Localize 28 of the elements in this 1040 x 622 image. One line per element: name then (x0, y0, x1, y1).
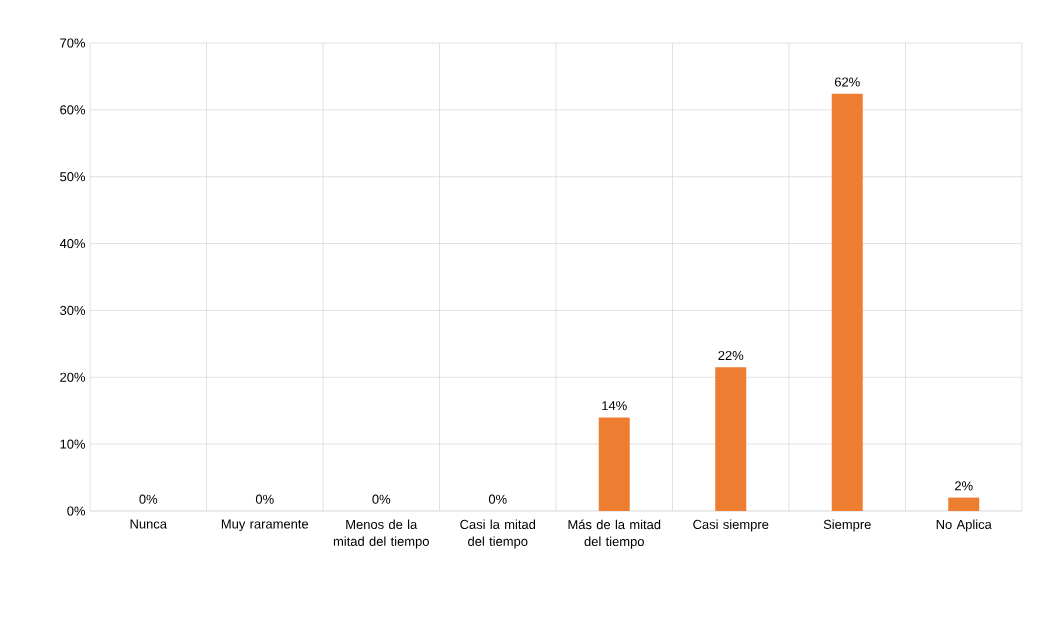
x-tick-label: Siempre (823, 519, 871, 532)
data-label: 0% (488, 494, 507, 504)
x-tick-label: Muy raramente (221, 519, 309, 532)
bar (831, 93, 863, 511)
data-label: 2% (955, 481, 973, 491)
data-label: 22% (718, 350, 744, 361)
x-tick-label: Casi siempre (693, 519, 769, 532)
data-label: 0% (372, 494, 391, 504)
y-tick-label: 10% (60, 439, 86, 449)
data-label: 14% (602, 401, 627, 411)
x-tick-label: Casi la mitad del tiempo (460, 519, 536, 549)
x-tick-label: Nunca (130, 519, 167, 529)
y-tick-label: 40% (59, 238, 86, 249)
x-tick-label: Menos de la mitad del tiempo (333, 519, 429, 549)
y-tick-label: 20% (60, 372, 86, 382)
y-tick-label: 60% (60, 105, 86, 115)
y-tick-label: 50% (60, 172, 86, 182)
bar (715, 367, 747, 511)
bar (598, 417, 630, 511)
data-label: 62% (834, 77, 860, 87)
y-tick-label: 30% (60, 305, 86, 315)
y-tick-label: 0% (67, 506, 86, 516)
y-tick-label: 70% (60, 38, 86, 48)
x-tick-label: Más de la mitad del tiempo (568, 519, 661, 549)
data-label: 0% (255, 494, 274, 504)
bar (948, 497, 980, 511)
data-label: 0% (139, 494, 158, 504)
x-tick-label: No Aplica (936, 519, 992, 532)
